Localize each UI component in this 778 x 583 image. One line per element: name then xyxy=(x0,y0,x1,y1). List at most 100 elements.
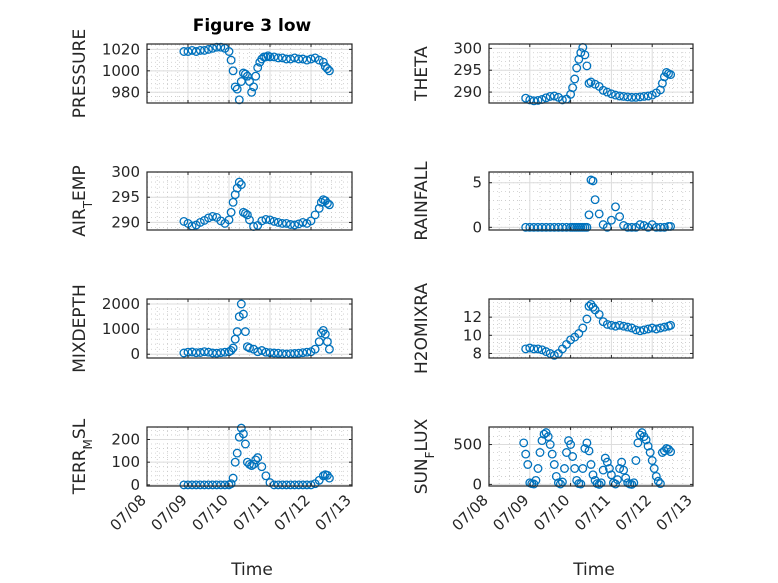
subplot-air-temp: 290 295 300 AIRTEMP xyxy=(70,163,353,237)
data-point xyxy=(533,464,543,473)
data-point xyxy=(521,449,531,459)
data-point xyxy=(232,448,242,458)
data-point xyxy=(281,54,291,64)
data-point xyxy=(545,440,555,449)
data-point xyxy=(179,348,189,358)
data-point xyxy=(324,344,334,354)
data-point xyxy=(273,53,283,63)
axes-box xyxy=(146,171,353,231)
data-point xyxy=(257,462,267,472)
x-tick-label: 07/11 xyxy=(230,491,273,534)
data-point xyxy=(557,95,567,105)
subplot-pressure: 980 1000 1020 PRESSURE xyxy=(70,29,353,118)
data-point xyxy=(290,349,300,358)
data-point xyxy=(302,347,312,357)
data-point xyxy=(604,464,614,473)
axes-box xyxy=(146,43,353,104)
data-point xyxy=(265,215,275,225)
data-point xyxy=(635,430,645,440)
data-point xyxy=(535,448,545,457)
data-point xyxy=(594,479,604,489)
data-point xyxy=(627,323,637,333)
x-tick-label: 07/11 xyxy=(571,491,614,534)
data-point xyxy=(230,82,240,92)
data-point xyxy=(619,465,629,475)
data-point xyxy=(261,471,271,481)
data-point xyxy=(647,456,657,465)
data-point xyxy=(324,66,334,76)
y-tick-label: 100 xyxy=(111,453,140,471)
data-point xyxy=(298,348,308,358)
data-point xyxy=(240,439,250,449)
axes-box xyxy=(488,426,694,487)
data-point xyxy=(245,215,254,225)
y-tick-label: 12 xyxy=(463,308,482,326)
y-axis-label: RAINFALL xyxy=(412,161,432,241)
data-point xyxy=(306,216,316,226)
data-point xyxy=(251,455,261,465)
data-point xyxy=(611,90,620,100)
y-tick-label: 290 xyxy=(453,83,482,101)
data-point xyxy=(598,85,608,95)
data-point xyxy=(228,473,238,483)
data-point xyxy=(290,53,300,63)
data-point xyxy=(580,50,590,60)
data-point xyxy=(655,323,665,333)
data-point xyxy=(653,476,663,486)
data-point xyxy=(191,47,201,56)
data-point xyxy=(234,177,244,187)
data-point xyxy=(549,460,559,469)
data-point xyxy=(606,89,616,99)
data-point xyxy=(541,93,551,103)
data-point xyxy=(298,217,308,227)
data-point xyxy=(316,328,326,338)
data-point xyxy=(257,216,267,226)
data-point xyxy=(310,210,320,220)
data-point xyxy=(584,446,594,456)
data-point xyxy=(641,435,651,445)
data-point xyxy=(615,320,625,330)
x-tick-label: 07/08 xyxy=(107,491,150,534)
y-tick-label: 10 xyxy=(463,326,482,344)
axes-box xyxy=(146,298,353,359)
data-point xyxy=(639,325,649,335)
data-point xyxy=(253,63,263,73)
y-tick-label: 200 xyxy=(111,430,140,448)
data-point xyxy=(324,473,334,483)
x-tick-label: 07/10 xyxy=(189,491,232,534)
x-tick-label: 07/13 xyxy=(653,491,696,534)
data-point xyxy=(576,479,586,489)
data-point xyxy=(306,54,316,64)
data-point xyxy=(318,57,328,67)
data-point xyxy=(220,347,230,357)
data-point xyxy=(204,44,213,54)
x-tick-label: 07/09 xyxy=(148,491,191,534)
data-point xyxy=(226,207,236,217)
data-point xyxy=(631,456,641,465)
y-tick-label: 0 xyxy=(130,345,140,363)
data-point xyxy=(619,91,629,101)
y-axis-label: PRESSURE xyxy=(70,29,90,118)
data-point xyxy=(549,350,559,360)
x-tick-label: 07/12 xyxy=(271,491,314,534)
data-point xyxy=(635,220,645,230)
x-axis-label-left: Time xyxy=(230,560,273,580)
data-point xyxy=(525,343,535,353)
axes-box xyxy=(488,171,694,231)
data-point xyxy=(566,440,576,449)
data-point xyxy=(584,210,594,220)
data-point xyxy=(555,479,565,489)
data-point xyxy=(273,348,283,358)
x-tick-label: 07/12 xyxy=(612,491,655,534)
data-point xyxy=(596,478,606,488)
data-point xyxy=(549,91,559,101)
data-point xyxy=(242,71,252,81)
data-point xyxy=(238,309,248,319)
data-point xyxy=(547,449,557,459)
y-tick-label: 295 xyxy=(453,61,482,79)
data-point xyxy=(664,444,673,454)
data-point xyxy=(617,457,627,467)
data-point xyxy=(639,221,649,230)
